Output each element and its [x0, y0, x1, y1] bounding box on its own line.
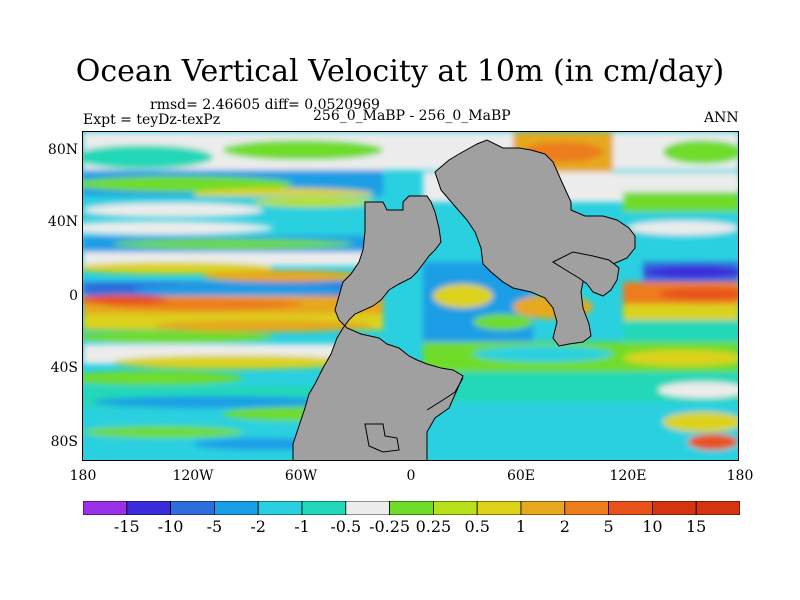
colorbar-swatch: [213, 501, 259, 515]
colorbar-swatch: [564, 501, 609, 515]
eastern-landmass: [551, 251, 620, 297]
colorbar-swatch: [389, 501, 434, 515]
island-south: [364, 423, 400, 453]
lat-label: 0: [69, 288, 78, 304]
colorbar-swatch: [652, 501, 697, 515]
colorbar-label: -0.5: [330, 517, 362, 536]
colorbar-swatch: [432, 501, 478, 515]
lon-label: 120E: [609, 468, 647, 484]
land-masses: [292, 139, 636, 461]
lon-label: 120W: [172, 468, 214, 484]
colorbar-label: 0.25: [415, 517, 452, 536]
colorbar-label: -2: [250, 517, 266, 536]
colorbar-label: -5: [206, 517, 223, 536]
experiment-label: Expt = teyDz-texPz: [83, 112, 221, 128]
colorbar-label: -0.25: [369, 517, 411, 536]
colorbar-swatch: [476, 501, 522, 515]
colorbar-swatch: [257, 501, 303, 515]
colorbar-swatch: [301, 501, 347, 515]
colorbar-label: -1: [294, 517, 310, 536]
colorbar-label: 0.5: [464, 517, 490, 536]
lon-label: 180: [69, 468, 97, 484]
velocity-field: [83, 132, 739, 461]
colorbar-label: -10: [157, 517, 184, 536]
map-title: Ocean Vertical Velocity at 10m (in cm/da…: [75, 54, 725, 89]
colorbar-label: -15: [113, 517, 140, 536]
colorbar-label: 10: [642, 517, 663, 536]
lat-label: 40S: [50, 360, 78, 376]
lat-label: 40N: [47, 214, 78, 230]
colorbar-swatch: [170, 501, 215, 515]
lon-label: 180: [726, 468, 754, 484]
stats-label: rmsd= 2.46605 diff= 0.0520969: [150, 97, 380, 113]
coastlines: [426, 377, 464, 411]
colorbar-swatch: [83, 501, 128, 515]
case-label: 256_0_MaBP - 256_0_MaBP: [313, 108, 511, 124]
season-label: ANN: [704, 110, 739, 126]
colorbar-swatch: [345, 501, 390, 515]
colorbar-label: 2: [559, 517, 570, 536]
colorbar-label: 1: [515, 517, 527, 536]
colorbar-label: 5: [603, 517, 614, 536]
colorbar-label: 15: [686, 517, 707, 536]
colorbar-swatch: [126, 501, 171, 515]
map-plot: [83, 132, 739, 461]
colorbar-swatch: [695, 501, 740, 515]
lat-label: 80N: [47, 142, 78, 158]
lat-label: 80S: [50, 434, 78, 450]
colorbar-swatch: [608, 501, 653, 515]
lon-label: 0: [406, 468, 416, 484]
lon-label: 60E: [506, 468, 536, 484]
western-continent: [292, 195, 464, 461]
lon-label: 60W: [284, 468, 318, 484]
colorbar-swatch: [520, 501, 566, 515]
colorbar: [83, 501, 740, 515]
